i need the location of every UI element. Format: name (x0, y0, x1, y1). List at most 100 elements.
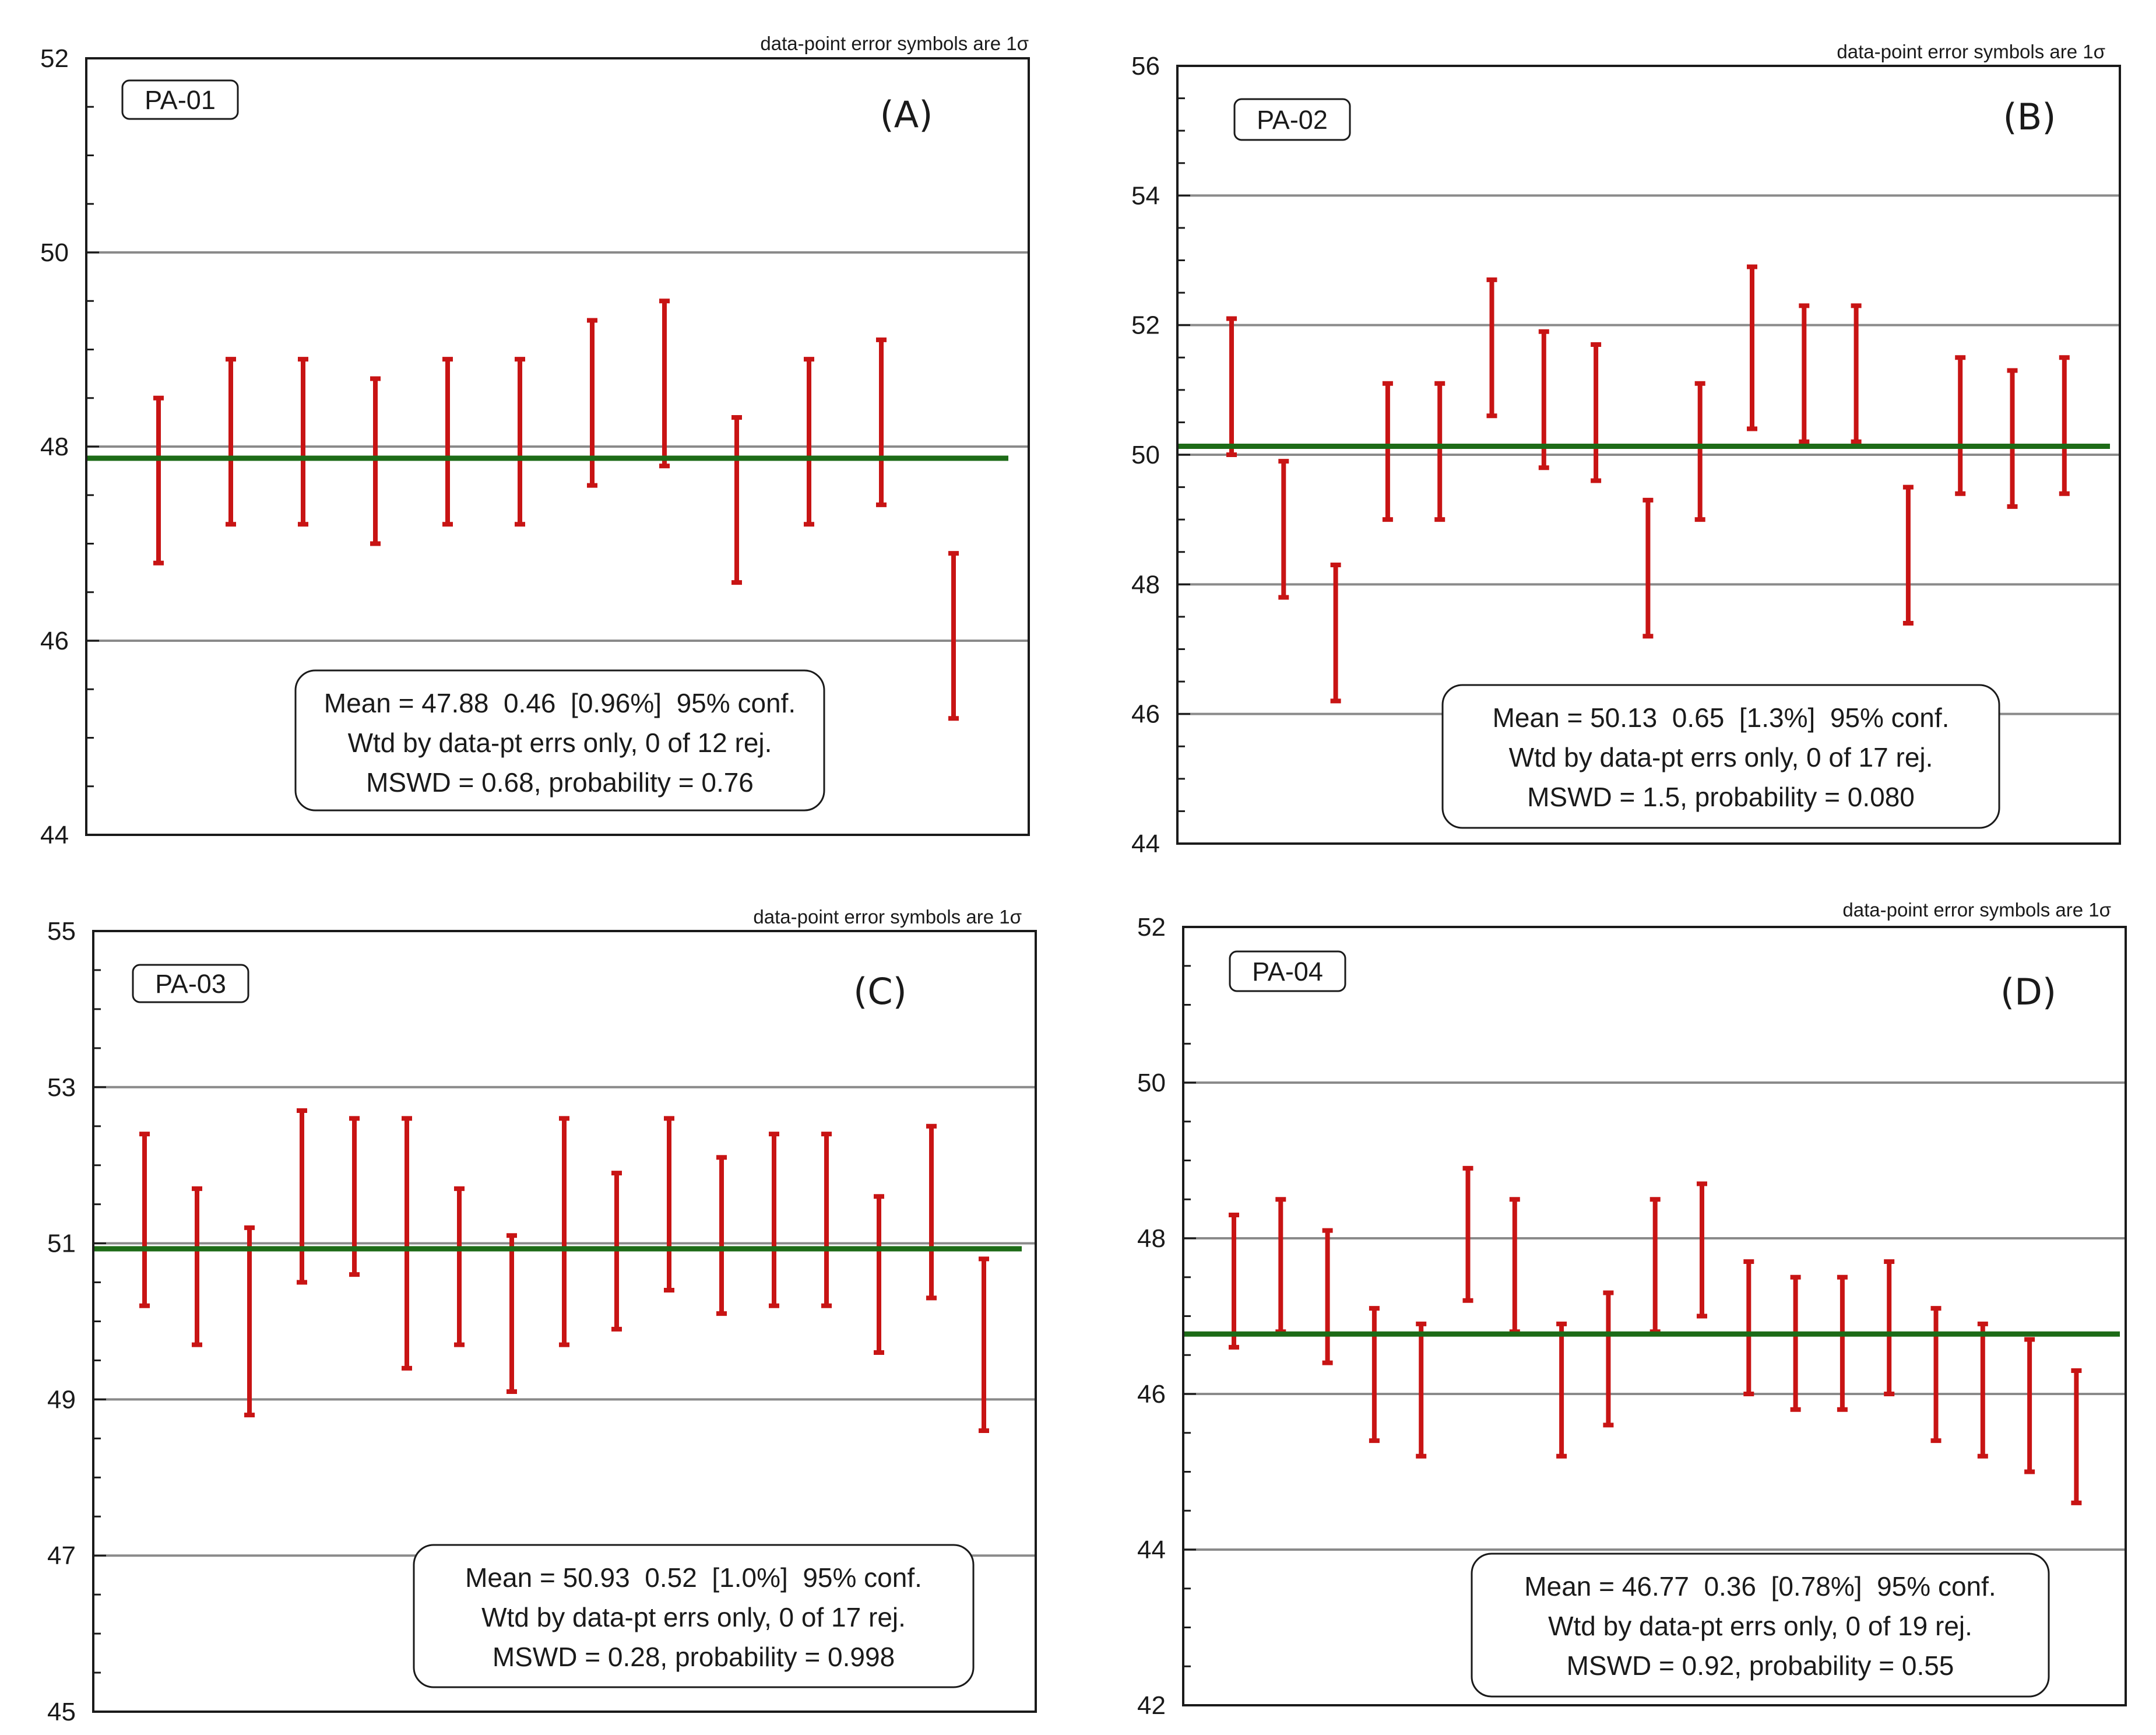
error-bar (139, 1132, 150, 1308)
stats-line: Mean = 46.77 0.36 [0.78%] 95% conf. (1524, 1571, 1996, 1601)
stats-box (294, 669, 825, 812)
panel-c: 45 47 49 51 53 55 data-point error symbols are… (47, 906, 1037, 1726)
y-tick-label: 48 (1137, 1224, 1166, 1253)
y-tick-label: 52 (1137, 913, 1166, 942)
panel-d: 42 44 46 48 50 52 data-point error symbols are… (1137, 899, 2127, 1720)
y-tick-label: 44 (40, 821, 69, 849)
error-bar (1486, 277, 1497, 419)
sample-tag-label: PA-02 (1257, 105, 1328, 135)
error-bar (1884, 1259, 1895, 1396)
error-bar (1591, 342, 1602, 483)
y-tick-label: 52 (40, 44, 69, 73)
panel-letter: (A) (880, 93, 933, 136)
sample-tag-box (1229, 950, 1346, 992)
stats-line: Wtd by data-pt errs only, 0 of 17 rej. (481, 1602, 906, 1632)
sample-tag-label: PA-04 (1252, 957, 1323, 986)
stats-line: MSWD = 0.28, probability = 0.998 (493, 1642, 895, 1672)
error-bar (1977, 1321, 1988, 1459)
error-bar (876, 337, 887, 507)
y-tick-label: 52 (1131, 311, 1160, 340)
error-bar (559, 1116, 569, 1347)
error-bar (442, 357, 453, 527)
y-tick-label: 50 (40, 238, 69, 267)
error-symbol-note: data-point error symbols are 1σ (760, 33, 1029, 54)
error-bar (226, 357, 236, 527)
error-bar (731, 415, 742, 585)
y-tick-label: 50 (1137, 1069, 1166, 1097)
error-bar (1322, 1228, 1333, 1365)
error-bar (1902, 484, 1914, 626)
y-tick-label: 56 (1131, 52, 1160, 80)
error-bar (979, 1256, 989, 1433)
error-symbol-note: data-point error symbols are 1σ (753, 906, 1022, 928)
error-bar (1743, 1259, 1754, 1396)
error-bar (153, 395, 164, 566)
error-bar (1434, 381, 1445, 522)
plot-frame (1176, 65, 2121, 845)
y-tick-label: 44 (1137, 1536, 1166, 1564)
error-bar (515, 357, 525, 527)
error-bar (1837, 1274, 1848, 1412)
y-tick-label: 51 (47, 1230, 76, 1258)
error-bar (1851, 303, 1862, 444)
error-bar (1930, 1306, 1942, 1444)
error-bar (769, 1132, 779, 1308)
panel-letter: (D) (2000, 971, 2056, 1013)
error-bar (804, 357, 814, 527)
stats-line: MSWD = 1.5, probability = 0.080 (1527, 782, 1915, 812)
y-tick-label: 44 (1131, 830, 1160, 858)
error-bar (1556, 1321, 1567, 1459)
sample-tag-label: PA-01 (145, 85, 216, 115)
y-tick-label: 46 (40, 627, 69, 655)
error-bar (2007, 368, 2018, 509)
sample-tag-label: PA-03 (155, 969, 226, 999)
error-bar (507, 1233, 517, 1395)
error-bar (1955, 355, 1966, 496)
y-tick-label: 49 (47, 1385, 76, 1414)
panel-letter: (B) (2003, 96, 2056, 138)
error-bar (192, 1186, 202, 1347)
plot-frame (92, 930, 1037, 1713)
error-bar (1416, 1321, 1427, 1459)
error-bar (402, 1116, 412, 1371)
y-tick-label: 42 (1137, 1691, 1166, 1720)
y-tick-label: 46 (1131, 700, 1160, 729)
error-symbol-note: data-point error symbols are 1σ (1837, 41, 2105, 62)
y-tick-label: 46 (1137, 1380, 1166, 1409)
plot-frame (85, 57, 1030, 836)
error-bar (2071, 1368, 2082, 1505)
sample-tag-box (1233, 98, 1351, 141)
panel-b: 44 46 48 50 52 54 56 data-point error symbols a… (1131, 41, 2121, 858)
error-bar (298, 357, 308, 527)
error-bar (716, 1155, 727, 1316)
error-bar (1382, 381, 1393, 522)
error-bar (1369, 1306, 1380, 1444)
error-bar (1330, 562, 1341, 704)
error-bar (1643, 497, 1654, 639)
error-bar (1603, 1290, 1614, 1428)
error-bar (2024, 1337, 2035, 1474)
stats-line: MSWD = 0.68, probability = 0.76 (366, 767, 754, 798)
stats-box (413, 1544, 975, 1688)
panel-a: 44 46 48 50 52 data-point error symbols are 1… (40, 33, 1030, 849)
stats-line: MSWD = 0.92, probability = 0.55 (1567, 1650, 1954, 1681)
y-tick-label: 48 (40, 433, 69, 461)
error-bar (948, 551, 959, 721)
y-tick-label: 45 (47, 1698, 76, 1726)
error-bar (1747, 264, 1757, 431)
stats-line: Wtd by data-pt errs only, 0 of 19 rej. (1548, 1611, 1972, 1641)
error-bar (659, 298, 670, 469)
stats-box (1441, 684, 2000, 829)
stats-line: Wtd by data-pt errs only, 0 of 12 rej. (348, 728, 772, 758)
y-tick-label: 55 (47, 917, 76, 946)
sample-tag-box (121, 79, 239, 120)
stats-line: Mean = 50.13 0.65 [1.3%] 95% conf. (1493, 703, 1950, 733)
y-tick-label: 53 (47, 1073, 76, 1102)
error-bar (297, 1108, 307, 1285)
panel-letter: (C) (853, 970, 907, 1013)
error-bar (1799, 303, 1810, 444)
y-tick-label: 47 (47, 1541, 76, 1570)
stats-line: Mean = 50.93 0.52 [1.0%] 95% conf. (465, 1562, 922, 1593)
error-bar (454, 1186, 465, 1347)
